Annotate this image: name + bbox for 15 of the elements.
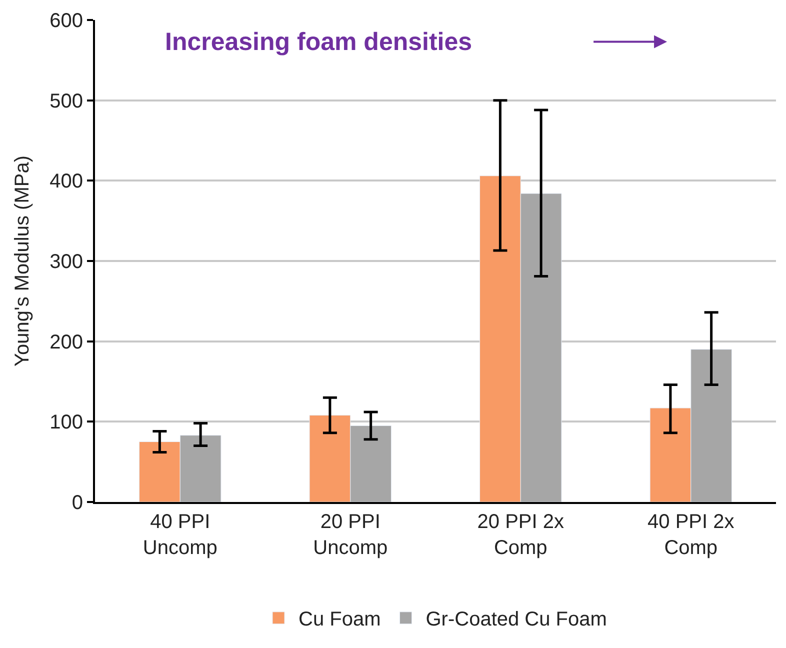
x-tick-label: 40 PPI Uncomp: [142, 511, 218, 559]
y-tick-label: 400: [50, 170, 83, 193]
x-tick-label: 20 PPI Uncomp: [313, 511, 388, 559]
y-tick-label: 600: [50, 10, 83, 32]
y-tick-label: 0: [72, 492, 83, 514]
y-tick-label: 100: [50, 412, 83, 434]
y-tick-label: 500: [50, 90, 83, 112]
y-tick-label: 200: [50, 331, 83, 354]
legend-label: Cu Foam: [298, 608, 381, 631]
x-tick-label: 20 PPI 2x Comp: [477, 511, 564, 559]
y-tick-label: 300: [50, 251, 83, 273]
legend-label: Gr-Coated Cu Foam: [426, 608, 607, 631]
y-axis-title: Young's Modulus (MPa): [12, 156, 34, 366]
annotation: Increasing foam densities: [165, 28, 472, 56]
x-tick-label: 40 PPI 2x Comp: [648, 511, 734, 559]
